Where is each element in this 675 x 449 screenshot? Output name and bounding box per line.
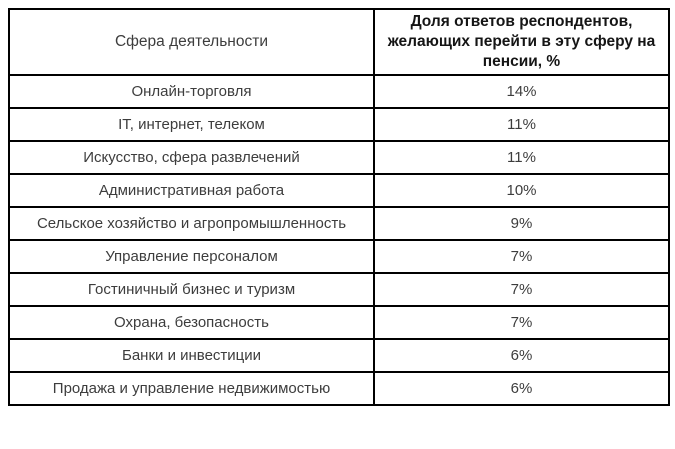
table-row: Искусство, сфера развлечений 11% [8, 140, 670, 175]
sphere-cell: Управление персоналом [8, 239, 375, 274]
table-row: IT, интернет, телеком 11% [8, 107, 670, 142]
sphere-cell: Охрана, безопасность [8, 305, 375, 340]
share-cell: 14% [373, 74, 670, 109]
sphere-cell: Административная работа [8, 173, 375, 208]
share-cell: 6% [373, 338, 670, 373]
table-row: Административная работа 10% [8, 173, 670, 208]
table-row: Продажа и управление недвижимостью 6% [8, 371, 670, 406]
sphere-cell: Банки и инвестиции [8, 338, 375, 373]
sphere-cell: IT, интернет, телеком [8, 107, 375, 142]
retirement-sphere-table: Сфера деятельности Доля ответов респонде… [8, 8, 670, 406]
share-cell: 10% [373, 173, 670, 208]
share-cell: 7% [373, 239, 670, 274]
table-body: Онлайн-торговля 14% IT, интернет, телеко… [8, 74, 670, 406]
share-cell: 7% [373, 272, 670, 307]
column-header-share: Доля ответов респондентов, желающих пере… [373, 8, 670, 76]
column-header-sphere: Сфера деятельности [8, 8, 375, 76]
share-cell: 11% [373, 140, 670, 175]
sphere-cell: Искусство, сфера развлечений [8, 140, 375, 175]
sphere-cell: Продажа и управление недвижимостью [8, 371, 375, 406]
table-row: Сельское хозяйство и агропромышленность … [8, 206, 670, 241]
table-row: Онлайн-торговля 14% [8, 74, 670, 109]
table-row: Управление персоналом 7% [8, 239, 670, 274]
sphere-cell: Сельское хозяйство и агропромышленность [8, 206, 375, 241]
share-cell: 7% [373, 305, 670, 340]
share-cell: 11% [373, 107, 670, 142]
table-header: Сфера деятельности Доля ответов респонде… [8, 8, 670, 76]
header-row: Сфера деятельности Доля ответов респонде… [8, 8, 670, 76]
share-cell: 6% [373, 371, 670, 406]
table-row: Охрана, безопасность 7% [8, 305, 670, 340]
table-row: Банки и инвестиции 6% [8, 338, 670, 373]
sphere-cell: Гостиничный бизнес и туризм [8, 272, 375, 307]
sphere-cell: Онлайн-торговля [8, 74, 375, 109]
table-row: Гостиничный бизнес и туризм 7% [8, 272, 670, 307]
share-cell: 9% [373, 206, 670, 241]
